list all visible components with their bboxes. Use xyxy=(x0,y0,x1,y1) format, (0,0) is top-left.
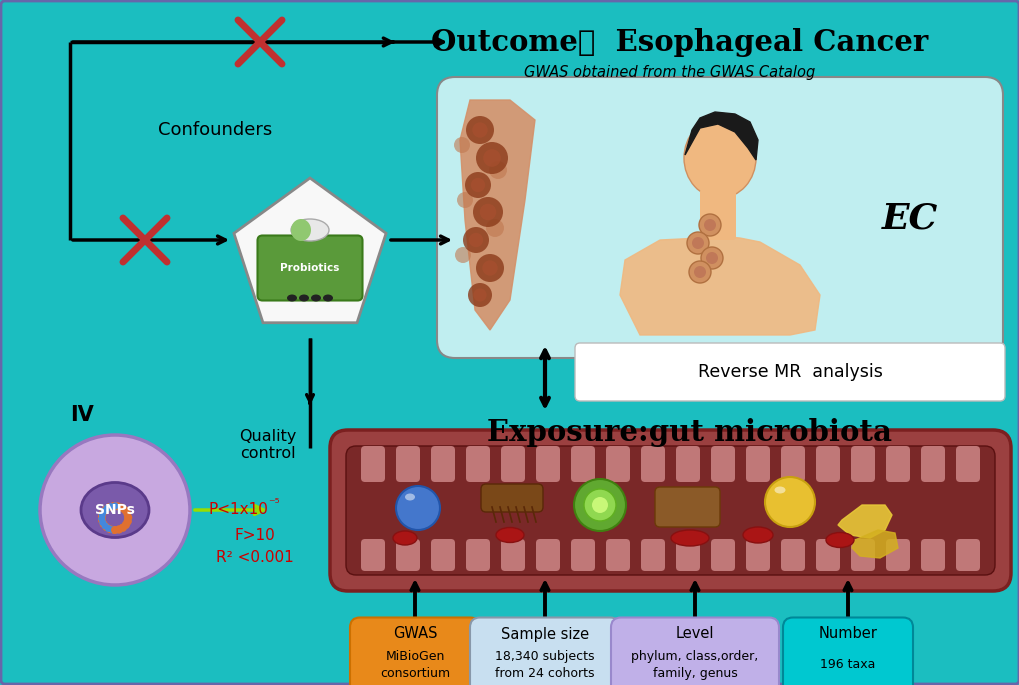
Circle shape xyxy=(574,479,626,531)
FancyBboxPatch shape xyxy=(395,539,420,571)
Circle shape xyxy=(469,233,483,247)
Circle shape xyxy=(109,502,117,510)
FancyBboxPatch shape xyxy=(920,539,944,571)
Ellipse shape xyxy=(290,219,329,241)
FancyBboxPatch shape xyxy=(745,539,769,571)
Circle shape xyxy=(584,489,615,521)
Circle shape xyxy=(466,116,493,144)
FancyBboxPatch shape xyxy=(676,446,699,482)
Polygon shape xyxy=(460,100,535,330)
Circle shape xyxy=(101,507,108,514)
Text: R² <0.001: R² <0.001 xyxy=(216,551,293,566)
FancyBboxPatch shape xyxy=(886,539,909,571)
FancyBboxPatch shape xyxy=(815,446,840,482)
FancyBboxPatch shape xyxy=(710,446,735,482)
FancyBboxPatch shape xyxy=(640,539,664,571)
Ellipse shape xyxy=(311,295,321,301)
Circle shape xyxy=(116,503,123,510)
Text: Level: Level xyxy=(675,627,713,641)
Circle shape xyxy=(118,524,126,532)
Circle shape xyxy=(476,142,507,174)
Circle shape xyxy=(102,523,110,531)
Circle shape xyxy=(99,510,106,518)
Circle shape xyxy=(703,219,715,231)
Circle shape xyxy=(108,503,115,510)
FancyBboxPatch shape xyxy=(466,446,489,482)
Ellipse shape xyxy=(299,295,309,301)
Polygon shape xyxy=(838,505,892,538)
Circle shape xyxy=(124,516,131,523)
FancyBboxPatch shape xyxy=(850,446,874,482)
Text: ⁻⁵: ⁻⁵ xyxy=(268,497,279,510)
FancyBboxPatch shape xyxy=(571,539,594,571)
FancyBboxPatch shape xyxy=(535,539,559,571)
FancyBboxPatch shape xyxy=(350,617,480,685)
Text: phylum, class,order,
family, genus: phylum, class,order, family, genus xyxy=(631,650,758,680)
Circle shape xyxy=(103,505,110,512)
FancyBboxPatch shape xyxy=(920,446,944,482)
Circle shape xyxy=(688,261,710,283)
FancyBboxPatch shape xyxy=(395,446,420,482)
Circle shape xyxy=(105,525,112,532)
Circle shape xyxy=(40,435,190,585)
FancyBboxPatch shape xyxy=(535,446,559,482)
Circle shape xyxy=(98,516,106,524)
Circle shape xyxy=(114,525,122,534)
Circle shape xyxy=(473,197,502,227)
Circle shape xyxy=(457,192,473,208)
Circle shape xyxy=(698,214,720,236)
Circle shape xyxy=(98,514,105,521)
FancyBboxPatch shape xyxy=(654,487,719,527)
Circle shape xyxy=(107,503,114,510)
Circle shape xyxy=(121,521,129,530)
FancyBboxPatch shape xyxy=(610,617,779,685)
Circle shape xyxy=(101,508,107,515)
Circle shape xyxy=(764,477,814,527)
Ellipse shape xyxy=(405,493,415,501)
FancyBboxPatch shape xyxy=(575,343,1004,401)
Circle shape xyxy=(102,506,110,514)
Ellipse shape xyxy=(742,527,772,543)
Circle shape xyxy=(700,247,722,269)
Circle shape xyxy=(98,512,106,521)
Circle shape xyxy=(102,523,108,530)
FancyBboxPatch shape xyxy=(605,446,630,482)
FancyBboxPatch shape xyxy=(330,430,1010,591)
Text: Outcome：  Esophageal Cancer: Outcome： Esophageal Cancer xyxy=(431,27,927,56)
Circle shape xyxy=(124,512,131,519)
Circle shape xyxy=(119,523,127,532)
FancyBboxPatch shape xyxy=(470,617,620,685)
FancyBboxPatch shape xyxy=(781,539,804,571)
Text: P<1x10: P<1x10 xyxy=(208,503,268,517)
Circle shape xyxy=(106,525,114,533)
FancyBboxPatch shape xyxy=(500,446,525,482)
Ellipse shape xyxy=(81,482,149,538)
Ellipse shape xyxy=(773,486,785,493)
Polygon shape xyxy=(851,530,897,558)
Text: GWAS: GWAS xyxy=(392,627,437,641)
Text: IV: IV xyxy=(70,405,94,425)
FancyBboxPatch shape xyxy=(500,539,525,571)
Circle shape xyxy=(471,178,485,192)
Circle shape xyxy=(454,247,471,263)
Circle shape xyxy=(473,288,486,301)
FancyBboxPatch shape xyxy=(466,539,489,571)
Circle shape xyxy=(120,523,127,530)
Circle shape xyxy=(693,266,705,278)
FancyBboxPatch shape xyxy=(361,446,384,482)
Circle shape xyxy=(99,519,106,526)
Circle shape xyxy=(485,219,503,237)
Circle shape xyxy=(124,514,132,522)
Circle shape xyxy=(120,506,127,512)
FancyBboxPatch shape xyxy=(745,446,769,482)
FancyBboxPatch shape xyxy=(571,446,594,482)
Circle shape xyxy=(395,486,439,530)
Circle shape xyxy=(123,510,131,517)
Text: Quality
control: Quality control xyxy=(239,429,297,461)
Circle shape xyxy=(105,503,113,511)
FancyBboxPatch shape xyxy=(481,484,542,512)
Circle shape xyxy=(121,506,128,514)
FancyBboxPatch shape xyxy=(955,539,979,571)
Circle shape xyxy=(99,509,107,516)
